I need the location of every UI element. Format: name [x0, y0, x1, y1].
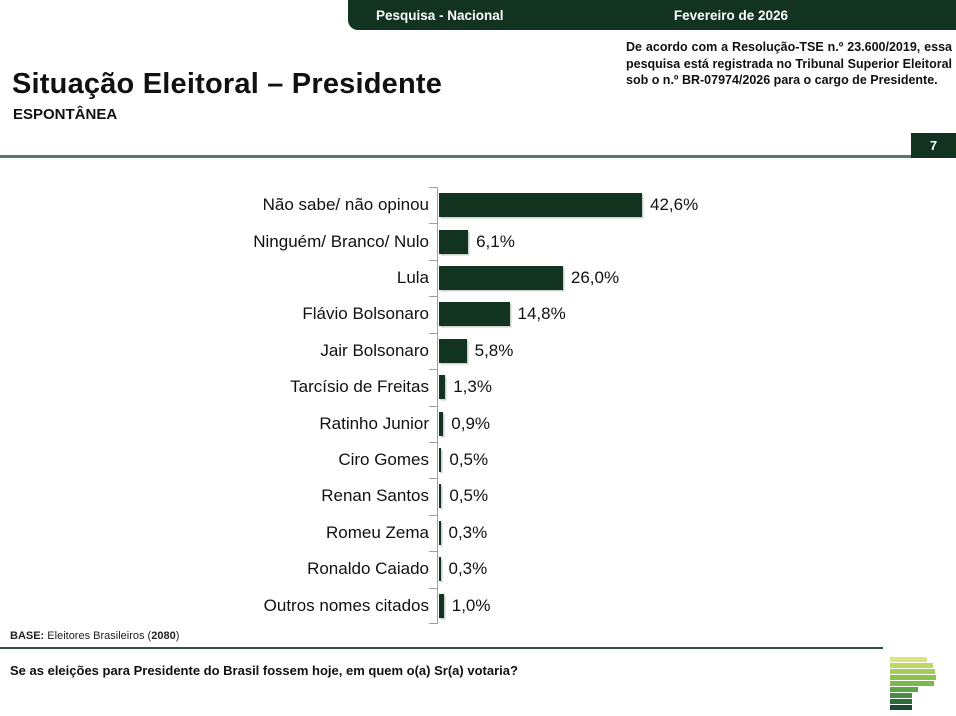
logo-bar — [890, 657, 927, 662]
bar — [439, 302, 510, 327]
category-label: Ciro Gomes — [338, 450, 429, 470]
category-label: Não sabe/ não opinou — [262, 195, 429, 215]
axis-tick — [429, 588, 437, 589]
chart-rows: Não sabe/ não opinou 42,6% Ninguém/ Branco… — [0, 187, 956, 624]
axis-tick — [429, 369, 437, 370]
chart-row: Jair Bolsonaro 5,8% — [0, 333, 956, 369]
category-label: Lula — [396, 268, 429, 288]
category-label: Renan Santos — [321, 486, 429, 506]
base-note-middle: Eleitores Brasileiros ( — [44, 630, 152, 642]
axis-tick — [429, 187, 437, 188]
bar — [439, 484, 442, 509]
value-label: 0,3% — [448, 559, 488, 579]
value-label: 0,3% — [448, 522, 488, 542]
value-label: 0,5% — [449, 486, 489, 506]
axis-tick — [429, 515, 437, 516]
bar — [439, 520, 441, 545]
page-title: Situação Eleitoral – Presidente — [12, 68, 443, 100]
bar — [439, 229, 469, 254]
value-label: 1,0% — [451, 595, 491, 615]
bar — [439, 193, 642, 218]
logo-bar — [890, 705, 912, 710]
axis-tick — [429, 406, 437, 407]
logo-bar — [890, 681, 934, 686]
chart-row: Lula 26,0% — [0, 260, 956, 296]
bottom-divider — [0, 647, 883, 649]
value-label: 42,6% — [650, 195, 699, 215]
bar — [439, 593, 444, 618]
logo-bar — [890, 699, 912, 704]
category-label: Ratinho Junior — [319, 413, 429, 433]
base-note: BASE: Eleitores Brasileiros (2080) — [10, 630, 179, 642]
value-label: 0,9% — [451, 413, 491, 433]
bar — [439, 338, 467, 363]
chart-row: Outros nomes citados 1,0% — [0, 587, 956, 623]
chart-row: Ratinho Junior 0,9% — [0, 405, 956, 441]
value-label: 6,1% — [476, 231, 515, 251]
base-note-sample-size: 2080 — [151, 630, 176, 642]
logo-bar — [890, 675, 936, 680]
category-label: Outros nomes citados — [263, 595, 429, 615]
axis-tick — [429, 442, 437, 443]
chart-row: Ronaldo Caiado 0,3% — [0, 551, 956, 587]
axis-tick — [429, 478, 437, 479]
bar — [439, 375, 446, 400]
category-label: Jair Bolsonaro — [320, 340, 429, 360]
axis-tick — [429, 260, 437, 261]
page-number-badge: 7 — [911, 133, 956, 158]
logo-bar — [890, 687, 918, 692]
regulatory-note: De acordo com a Resolução-TSE n.º 23.600… — [626, 40, 952, 87]
bar-chart: Não sabe/ não opinou 42,6% Ninguém/ Branco… — [0, 187, 956, 624]
header-right-label: Fevereiro de 2026 — [673, 7, 788, 23]
category-label: Ronaldo Caiado — [307, 559, 429, 579]
survey-question: Se as eleições para Presidente do Brasil… — [10, 663, 518, 678]
chart-row: Flávio Bolsonaro 14,8% — [0, 296, 956, 332]
chart-axis — [437, 187, 438, 624]
value-label: 5,8% — [474, 340, 514, 360]
chart-row: Tarcísio de Freitas 1,3% — [0, 369, 956, 405]
axis-tick — [429, 333, 437, 334]
logo-bar — [890, 669, 935, 674]
axis-tick — [429, 623, 437, 624]
chart-row: Romeu Zema 0,3% — [0, 515, 956, 551]
value-label: 26,0% — [570, 268, 620, 288]
page-subtitle: ESPONTÂNEA — [13, 106, 118, 123]
header-bar: Pesquisa - Nacional Fevereiro de 2026 — [348, 0, 956, 30]
base-note-prefix: BASE: — [10, 630, 45, 642]
chart-row: Renan Santos 0,5% — [0, 478, 956, 514]
chart-row: Ciro Gomes 0,5% — [0, 442, 956, 478]
axis-tick — [429, 551, 437, 552]
top-divider — [0, 155, 956, 158]
category-label: Tarcísio de Freitas — [290, 377, 429, 397]
axis-tick — [429, 223, 437, 224]
bar — [439, 557, 441, 582]
company-logo — [890, 657, 936, 711]
category-label: Flávio Bolsonaro — [302, 304, 429, 324]
value-label: 0,5% — [449, 450, 489, 470]
axis-tick — [429, 296, 437, 297]
base-note-suffix: ) — [175, 630, 180, 642]
header-left-label: Pesquisa - Nacional — [376, 7, 504, 23]
logo-bar — [890, 663, 933, 668]
logo-bar — [890, 693, 912, 698]
bar — [439, 448, 442, 473]
bar — [439, 411, 444, 436]
value-label: 1,3% — [453, 377, 492, 397]
value-label: 14,8% — [517, 304, 566, 324]
chart-row: Não sabe/ não opinou 42,6% — [0, 187, 956, 223]
category-label: Ninguém/ Branco/ Nulo — [253, 231, 429, 251]
bar — [439, 266, 563, 291]
chart-row: Ninguém/ Branco/ Nulo 6,1% — [0, 223, 956, 259]
category-label: Romeu Zema — [326, 522, 429, 542]
